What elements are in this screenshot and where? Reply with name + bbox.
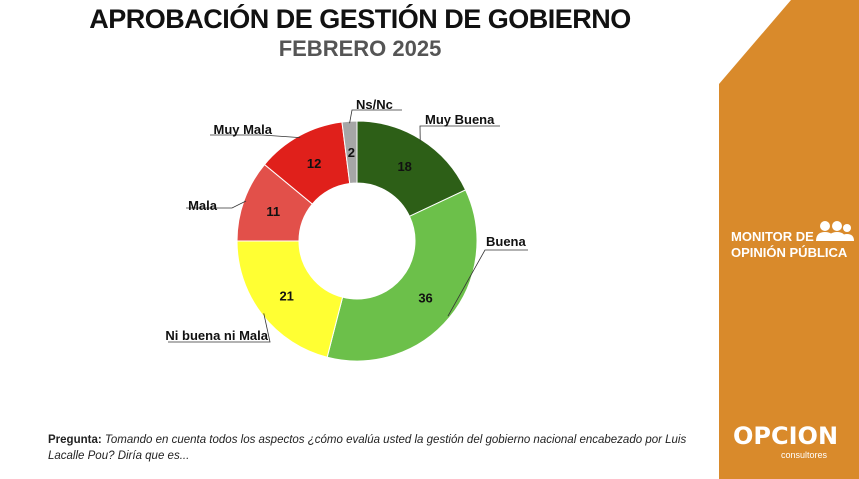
- chart-title: APROBACIÓN DE GESTIÓN DE GOBIERNO: [89, 4, 631, 34]
- opcion-logo-subtitle: consultores: [781, 450, 828, 460]
- value-label-ni-buena-ni-mala: 21: [279, 289, 293, 304]
- chart-subtitle: FEBRERO 2025: [278, 36, 442, 61]
- category-label-muy-mala: Muy Mala: [213, 122, 272, 137]
- opcion-logo: OPCION: [733, 422, 839, 450]
- monitor-line-2: OPINIÓN PÚBLICA: [731, 245, 848, 260]
- value-label-buena: 36: [418, 291, 432, 306]
- sidebar-panel: [719, 0, 859, 479]
- donut-chart: 18 Muy Buena 36 Buena 21 Ni buena ni Mala 11 Ma…: [165, 97, 528, 362]
- sidebar-shape: [719, 0, 859, 479]
- question-text: Pregunta: Tomando en cuenta todos los as…: [48, 432, 698, 464]
- category-label-ni-buena-ni-mala: Ni buena ni Mala: [165, 328, 268, 343]
- monitor-line-1: MONITOR DE: [731, 229, 814, 244]
- value-label-muy-mala: 12: [307, 156, 321, 171]
- callout-line-buena: [447, 249, 528, 317]
- value-label-ns-nc: 2: [348, 145, 355, 160]
- callout-line-ns-nc: [349, 109, 402, 124]
- question-body: Tomando en cuenta todos los aspectos ¿có…: [48, 434, 687, 462]
- people-icon: [816, 221, 854, 241]
- callout-line-ni-buena-ni-mala: [168, 313, 271, 343]
- question-label: Pregunta:: [48, 434, 102, 446]
- slice-ns-nc: [341, 120, 358, 185]
- slice-ni-buena-ni-mala: [236, 240, 344, 358]
- monitor-label: MONITOR DE OPINIÓN PÚBLICA: [731, 229, 847, 261]
- value-label-mala: 11: [266, 204, 280, 219]
- category-label-muy-buena: Muy Buena: [425, 112, 495, 127]
- category-label-mala: Mala: [188, 198, 218, 213]
- slice-buena: [326, 189, 478, 362]
- callout-line-muy-mala: [210, 134, 301, 138]
- callout-line-mala: [186, 200, 247, 209]
- value-label-muy-buena: 18: [397, 159, 411, 174]
- callout-line-muy-buena: [419, 125, 500, 142]
- category-label-buena: Buena: [486, 234, 527, 249]
- category-label-ns-nc: Ns/Nc: [356, 97, 393, 112]
